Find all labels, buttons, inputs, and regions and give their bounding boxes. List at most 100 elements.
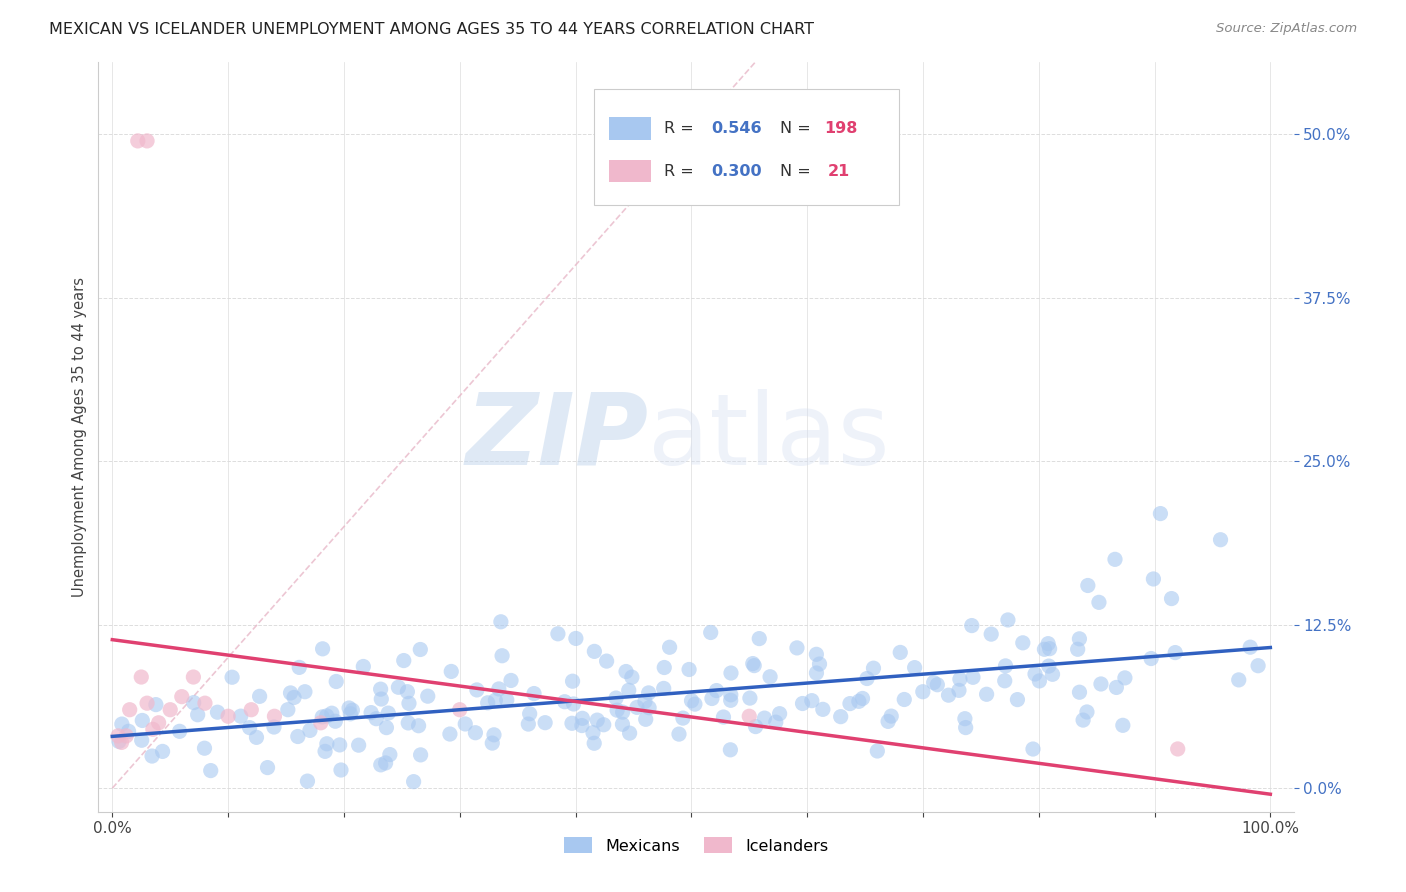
Point [194,696,217,710]
Point [754,711,776,725]
Point [1042,667,1064,681]
Point [582,725,605,739]
Point [221,670,243,684]
Point [217,709,239,723]
Text: 21: 21 [827,163,849,178]
Point [562,697,585,711]
Point [720,666,742,681]
Point [634,712,657,726]
Point [339,706,361,721]
Point [1076,705,1098,719]
Point [1149,507,1171,521]
FancyBboxPatch shape [609,117,651,140]
Point [889,645,911,659]
Point [848,694,870,708]
Point [1160,591,1182,606]
Point [297,774,319,789]
Point [145,698,167,712]
Point [387,680,409,694]
FancyBboxPatch shape [609,160,651,182]
Point [170,690,193,704]
Point [744,720,766,734]
Point [115,729,138,743]
Point [1022,742,1045,756]
Point [1069,632,1091,646]
Point [519,706,541,721]
Point [1140,651,1163,665]
Point [111,717,134,731]
Point [321,706,343,721]
Point [706,683,728,698]
Point [612,705,634,719]
Point [811,702,834,716]
Point [765,715,787,730]
Point [561,716,583,731]
Point [605,691,627,706]
Point [880,709,903,723]
Point [806,648,828,662]
Legend: Mexicans, Icelanders: Mexicans, Icelanders [557,830,835,860]
Point [1112,718,1135,732]
Point [298,723,321,738]
Point [481,736,503,750]
Point [245,731,267,745]
Point [439,727,461,741]
Text: 0.546: 0.546 [711,121,762,136]
Text: MEXICAN VS ICELANDER UNEMPLOYMENT AMONG AGES 35 TO 44 YEARS CORRELATION CHART: MEXICAN VS ICELANDER UNEMPLOYMENT AMONG … [49,22,814,37]
Point [768,706,790,721]
Point [159,703,181,717]
Point [1105,681,1128,695]
Point [374,756,396,770]
Point [759,670,782,684]
Point [449,703,471,717]
Point [378,747,401,762]
Point [1209,533,1232,547]
Point [491,648,513,663]
FancyBboxPatch shape [595,88,900,205]
Point [862,661,884,675]
Point [994,659,1017,673]
Point [377,706,399,720]
Point [634,694,657,708]
Point [142,723,165,737]
Point [658,640,681,655]
Point [337,701,360,715]
Point [482,728,505,742]
Point [1090,677,1112,691]
Point [1036,637,1059,651]
Point [315,737,337,751]
Point [1104,552,1126,566]
Point [239,721,262,735]
Point [309,715,332,730]
Point [152,744,174,758]
Point [129,670,152,684]
Point [280,686,302,700]
Point [1239,640,1261,655]
Point [565,632,588,646]
Point [595,654,617,668]
Point [117,724,139,739]
Point [263,720,285,734]
Text: 198: 198 [824,121,858,136]
Point [256,761,278,775]
Point [375,721,398,735]
Point [523,687,546,701]
Point [1028,673,1050,688]
Point [249,690,271,704]
Point [329,738,352,752]
Point [283,690,305,705]
Point [294,684,316,698]
Point [678,663,700,677]
Point [800,693,823,707]
Point [554,695,576,709]
Point [1164,646,1187,660]
Point [136,134,159,148]
Point [107,729,129,743]
Point [370,692,392,706]
Point [1024,667,1046,681]
Point [877,714,900,729]
Point [183,696,205,710]
Point [402,774,425,789]
Point [347,738,370,752]
Point [416,689,439,703]
